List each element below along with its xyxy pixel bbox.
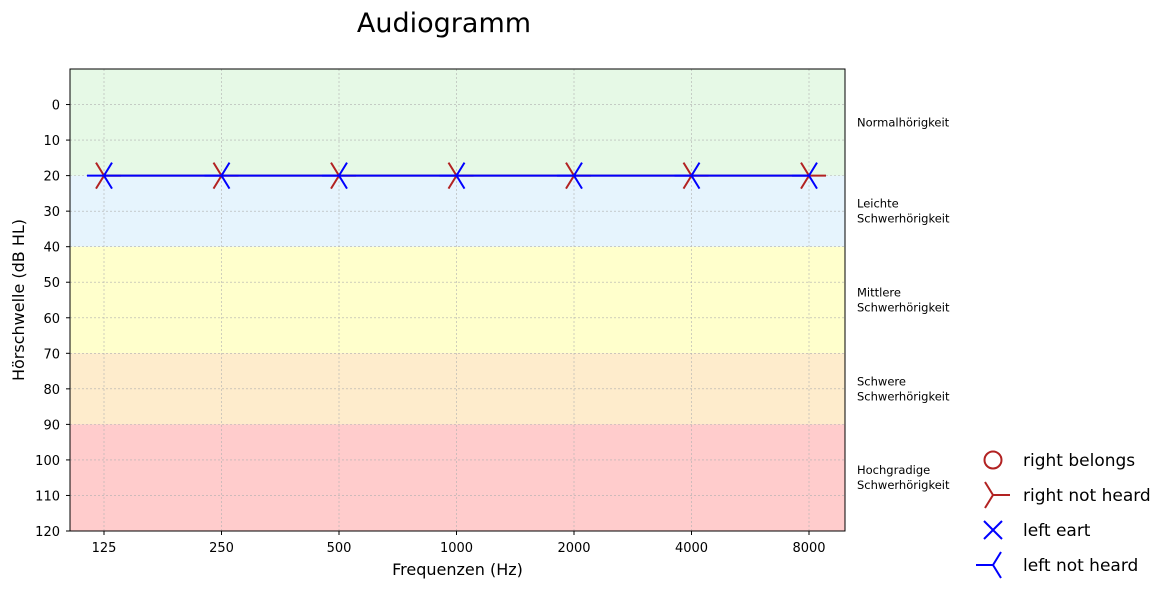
y-tick-label-0: 0 — [52, 99, 60, 114]
data-point-1-0 — [87, 162, 113, 190]
zone-label-1: Leichte Schwerhörigkeit — [857, 197, 950, 226]
zone-band-2 — [70, 246, 845, 354]
data-point-1-4 — [557, 162, 583, 190]
zone-band-0 — [70, 69, 845, 176]
y-tick-label-9: 90 — [43, 418, 60, 433]
x-tick-label-3: 1000 — [440, 541, 473, 556]
data-point-0-6-shape — [800, 162, 826, 190]
data-point-1-5 — [674, 162, 701, 190]
data-point-1-1 — [204, 162, 231, 190]
data-point-1-2 — [322, 162, 348, 190]
zone-label-3: Schwere Schwerhörigkeit — [857, 374, 950, 403]
x-tick-label-4: 2000 — [557, 541, 590, 556]
y-tick-label-4: 40 — [43, 241, 60, 256]
legend-marker-3 — [976, 551, 1002, 579]
y-tick-label-11: 110 — [35, 489, 60, 504]
data-point-1-3-shape — [439, 162, 466, 190]
data-point-1-0-shape — [87, 162, 113, 190]
y-tick-label-6: 60 — [43, 312, 60, 327]
y-tick-label-12: 120 — [35, 525, 60, 540]
y-tick-label-10: 100 — [35, 454, 60, 469]
zone-label-0: Normalhörigkeit — [857, 115, 950, 129]
x-tick-label-2: 500 — [327, 541, 352, 556]
legend-marker-3-shape — [976, 551, 1002, 579]
data-point-1-3 — [439, 162, 466, 190]
x-tick-label-6: 8000 — [792, 541, 825, 556]
legend-label-1: right not heard — [1023, 486, 1151, 506]
data-point-1-5-shape — [674, 162, 701, 190]
legend-label-0: right belongs — [1023, 451, 1135, 471]
plot-frame — [69, 68, 846, 532]
zone-label-4: Hochgradige Schwerhörigkeit — [857, 463, 950, 492]
y-tick-label-1: 10 — [43, 134, 60, 149]
y-tick-label-8: 80 — [43, 383, 60, 398]
data-point-1-6-shape — [792, 162, 818, 190]
data-point-0-6 — [800, 162, 826, 190]
legend-label-3: left not heard — [1023, 556, 1138, 576]
legend-marker-1-shape — [984, 481, 1010, 509]
data-point-1-1-shape — [204, 162, 231, 190]
y-axis-label: Hörschwelle (dB HL) — [9, 219, 28, 381]
data-point-1-2-shape — [322, 162, 348, 190]
legend-marker-0 — [983, 450, 1003, 470]
x-tick-label-5: 4000 — [675, 541, 708, 556]
y-tick-label-5: 50 — [43, 276, 60, 291]
x-tick-label-1: 250 — [209, 541, 234, 556]
y-tick-label-7: 70 — [43, 347, 60, 362]
x-tick-label-0: 125 — [92, 541, 117, 556]
zone-label-2: Mittlere Schwerhörigkeit — [857, 286, 950, 315]
y-tick-label-3: 30 — [43, 205, 60, 220]
legend-marker-0-shape — [983, 450, 1003, 470]
x-axis-label: Frequenzen (Hz) — [392, 560, 523, 579]
legend-marker-2 — [983, 520, 1003, 540]
chart-title: Audiogramm — [357, 8, 531, 39]
data-point-1-4-shape — [557, 162, 583, 190]
y-tick-label-2: 20 — [43, 170, 60, 185]
legend-marker-2-shape — [983, 520, 1003, 540]
legend-label-2: left eart — [1023, 521, 1091, 541]
zone-band-4 — [70, 424, 845, 531]
data-point-1-6 — [792, 162, 818, 190]
legend-marker-1 — [984, 481, 1010, 509]
